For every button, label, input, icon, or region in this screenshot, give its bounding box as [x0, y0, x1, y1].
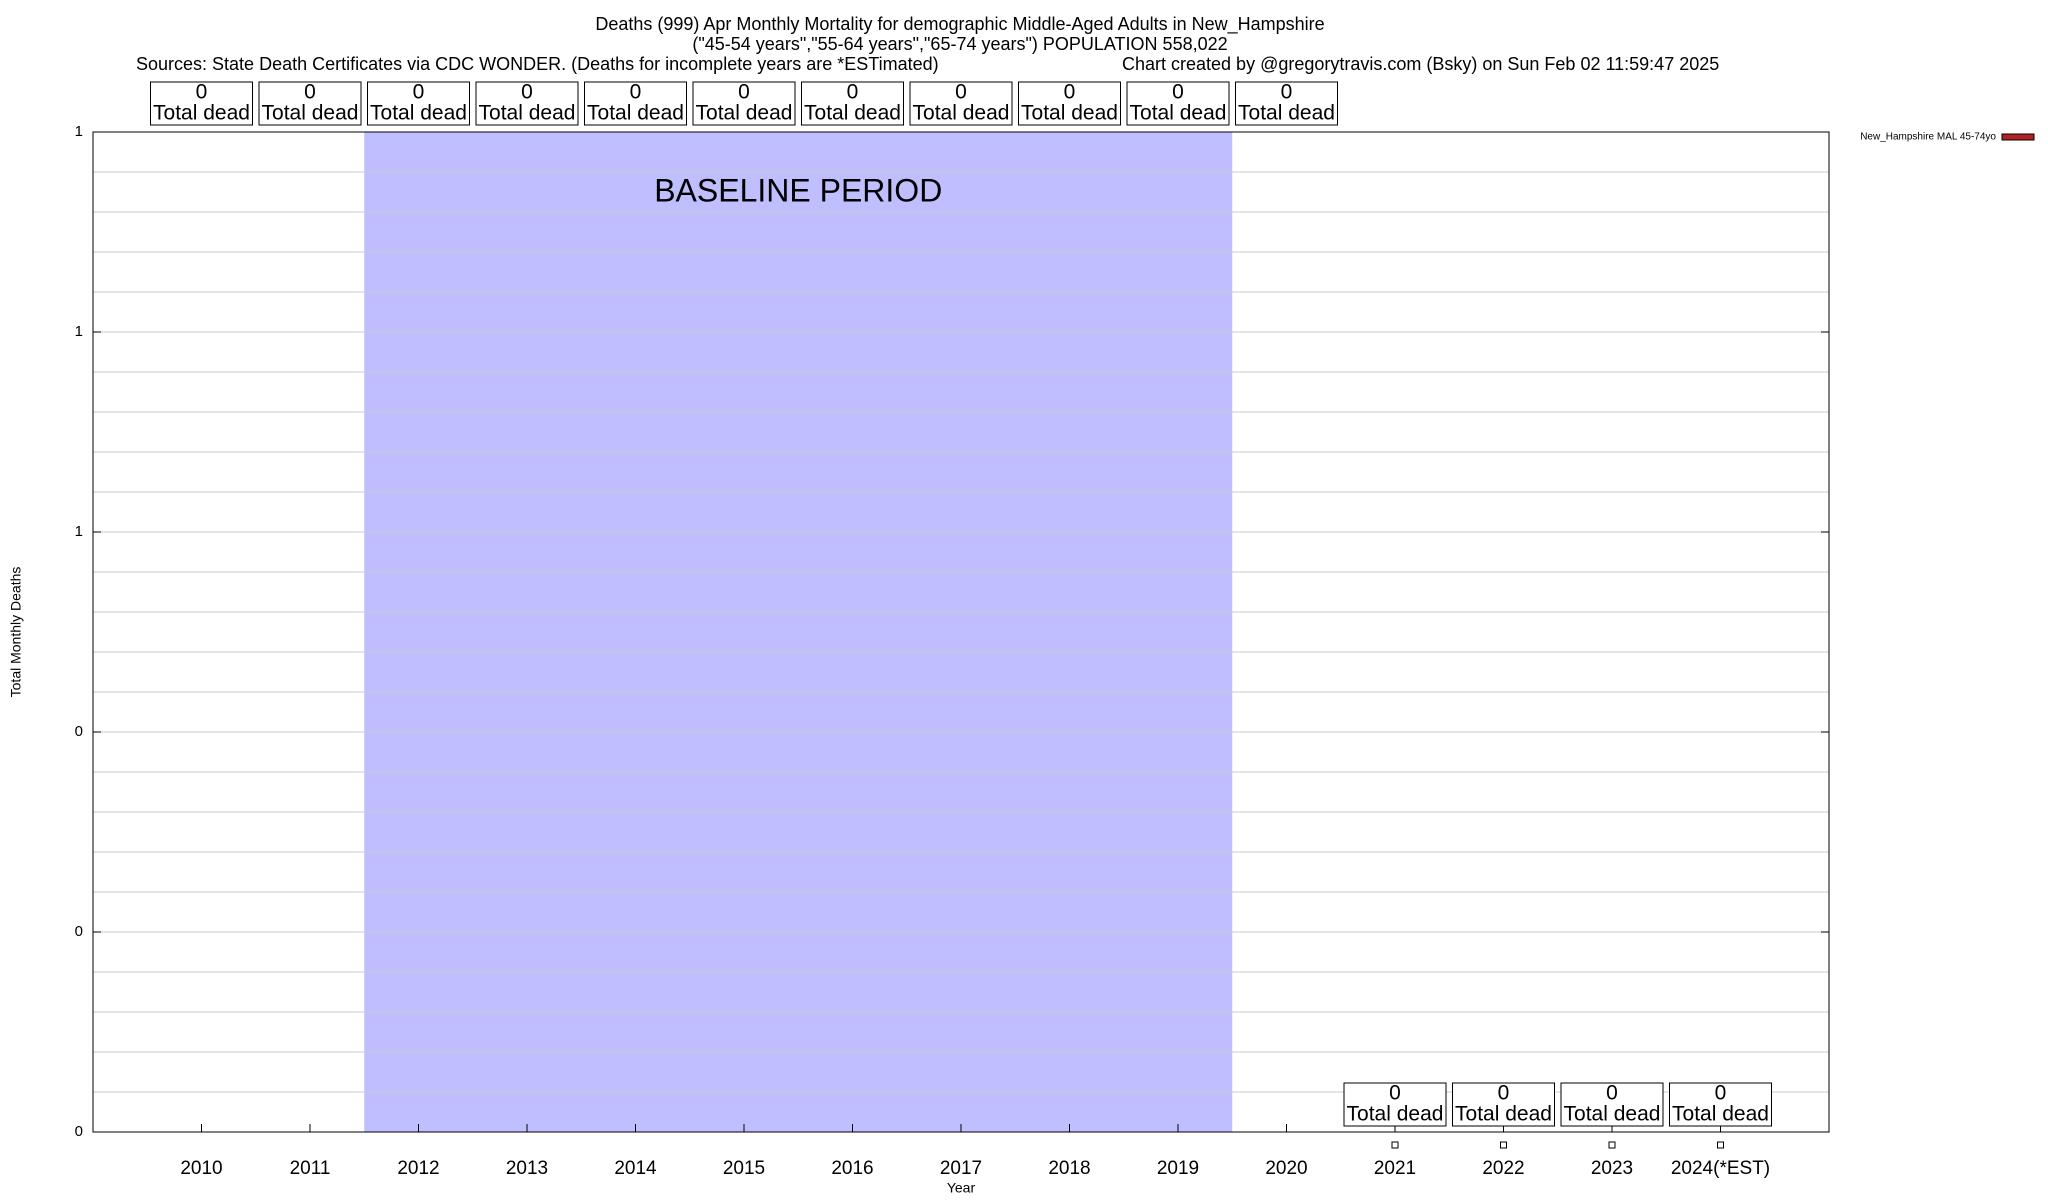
x-tick-label: 2022: [1482, 1158, 1524, 1179]
value-label-box: [1560, 1082, 1664, 1127]
value-label-caption: Total dead: [1021, 102, 1118, 125]
chart-subtitle: ("45-54 years","55-64 years","65-74 year…: [692, 34, 1227, 54]
value-label: 0: [955, 81, 967, 104]
value-label-box: [475, 81, 579, 126]
value-label: 0: [1172, 81, 1184, 104]
value-label-caption: Total dead: [1455, 1103, 1552, 1126]
data-point: [1608, 1141, 1616, 1149]
value-label-caption: Total dead: [1347, 1103, 1444, 1126]
value-label-caption: Total dead: [1238, 102, 1335, 125]
value-label: 0: [304, 81, 316, 104]
x-tick-label: 2014: [614, 1158, 657, 1179]
value-label-box: [1126, 81, 1230, 126]
x-tick-label: 2018: [1048, 1158, 1090, 1179]
value-label-box: [1018, 81, 1121, 126]
value-label-box: [584, 81, 687, 126]
value-label-caption: Total dead: [587, 102, 684, 125]
x-tick-label: 2015: [723, 1158, 765, 1179]
value-label-caption: Total dead: [153, 102, 250, 125]
y-tick-label: 1: [75, 123, 83, 140]
legend-swatch: [2001, 133, 2035, 141]
value-label-box: [801, 81, 904, 126]
y-tick-label: 0: [75, 1123, 83, 1140]
data-point: [1717, 1141, 1724, 1149]
data-point: [1391, 1141, 1399, 1149]
value-label: 0: [630, 81, 642, 104]
value-label-box: [1669, 1082, 1772, 1127]
x-axis-label: Year: [947, 1180, 976, 1196]
data-point: [1500, 1141, 1507, 1149]
value-label-box: [258, 81, 362, 126]
value-label: 0: [847, 81, 859, 104]
value-label: 0: [196, 81, 208, 104]
y-tick-label: 0: [75, 723, 83, 740]
x-tick-label: 2024(*EST): [1671, 1158, 1770, 1179]
value-label: 0: [1606, 1082, 1618, 1105]
value-label: 0: [1498, 1082, 1510, 1105]
value-label: 0: [738, 81, 750, 104]
value-label-box: [1452, 1082, 1555, 1127]
baseline-label: BASELINE PERIOD: [654, 172, 942, 208]
x-tick-label: 2013: [506, 1158, 548, 1179]
credit: Chart created by @gregorytravis.com (Bsk…: [1122, 54, 1719, 74]
value-label-caption: Total dead: [1130, 102, 1227, 125]
value-label: 0: [413, 81, 425, 104]
value-label-box: [367, 81, 470, 126]
value-label-box: [909, 81, 1013, 126]
value-label-caption: Total dead: [262, 102, 359, 125]
x-tick-label: 2011: [290, 1158, 331, 1179]
x-tick-label: 2016: [831, 1158, 873, 1179]
x-tick-label: 2023: [1591, 1158, 1633, 1179]
legend-label: New_Hampshire MAL 45-74yo: [1860, 132, 1996, 143]
x-tick-label: 2020: [1265, 1158, 1307, 1179]
y-tick-label: 1: [75, 523, 83, 540]
value-label: 0: [1389, 1082, 1401, 1105]
value-label-box: [1235, 81, 1338, 126]
value-label-box: [692, 81, 796, 126]
x-tick-label: 2012: [397, 1158, 439, 1179]
x-tick-label: 2017: [940, 1158, 982, 1179]
value-label-box: [150, 81, 253, 126]
value-label: 0: [1715, 1082, 1727, 1105]
value-label-caption: Total dead: [1564, 1103, 1661, 1126]
value-label-caption: Total dead: [696, 102, 793, 125]
chart-title: Deaths (999) Apr Monthly Mortality for d…: [595, 14, 1324, 35]
value-label-box: [1343, 1082, 1447, 1127]
value-label: 0: [521, 81, 533, 104]
baseline-region: [364, 132, 1233, 1132]
value-label-caption: Total dead: [1672, 1103, 1769, 1126]
value-label-caption: Total dead: [913, 102, 1010, 125]
x-tick-label: 2010: [180, 1158, 222, 1179]
value-label: 0: [1281, 81, 1293, 104]
y-tick-label: 1: [75, 323, 83, 340]
value-label-caption: Total dead: [370, 102, 467, 125]
y-axis-label: Total Monthly Deaths: [8, 567, 24, 698]
source: Sources: State Death Certificates via CD…: [136, 54, 939, 74]
y-tick-label: 0: [75, 923, 83, 940]
value-label: 0: [1064, 81, 1076, 104]
x-tick-label: 2021: [1374, 1158, 1416, 1179]
value-label-caption: Total dead: [804, 102, 901, 125]
value-label-caption: Total dead: [479, 102, 576, 125]
x-tick-label: 2019: [1157, 1158, 1199, 1179]
